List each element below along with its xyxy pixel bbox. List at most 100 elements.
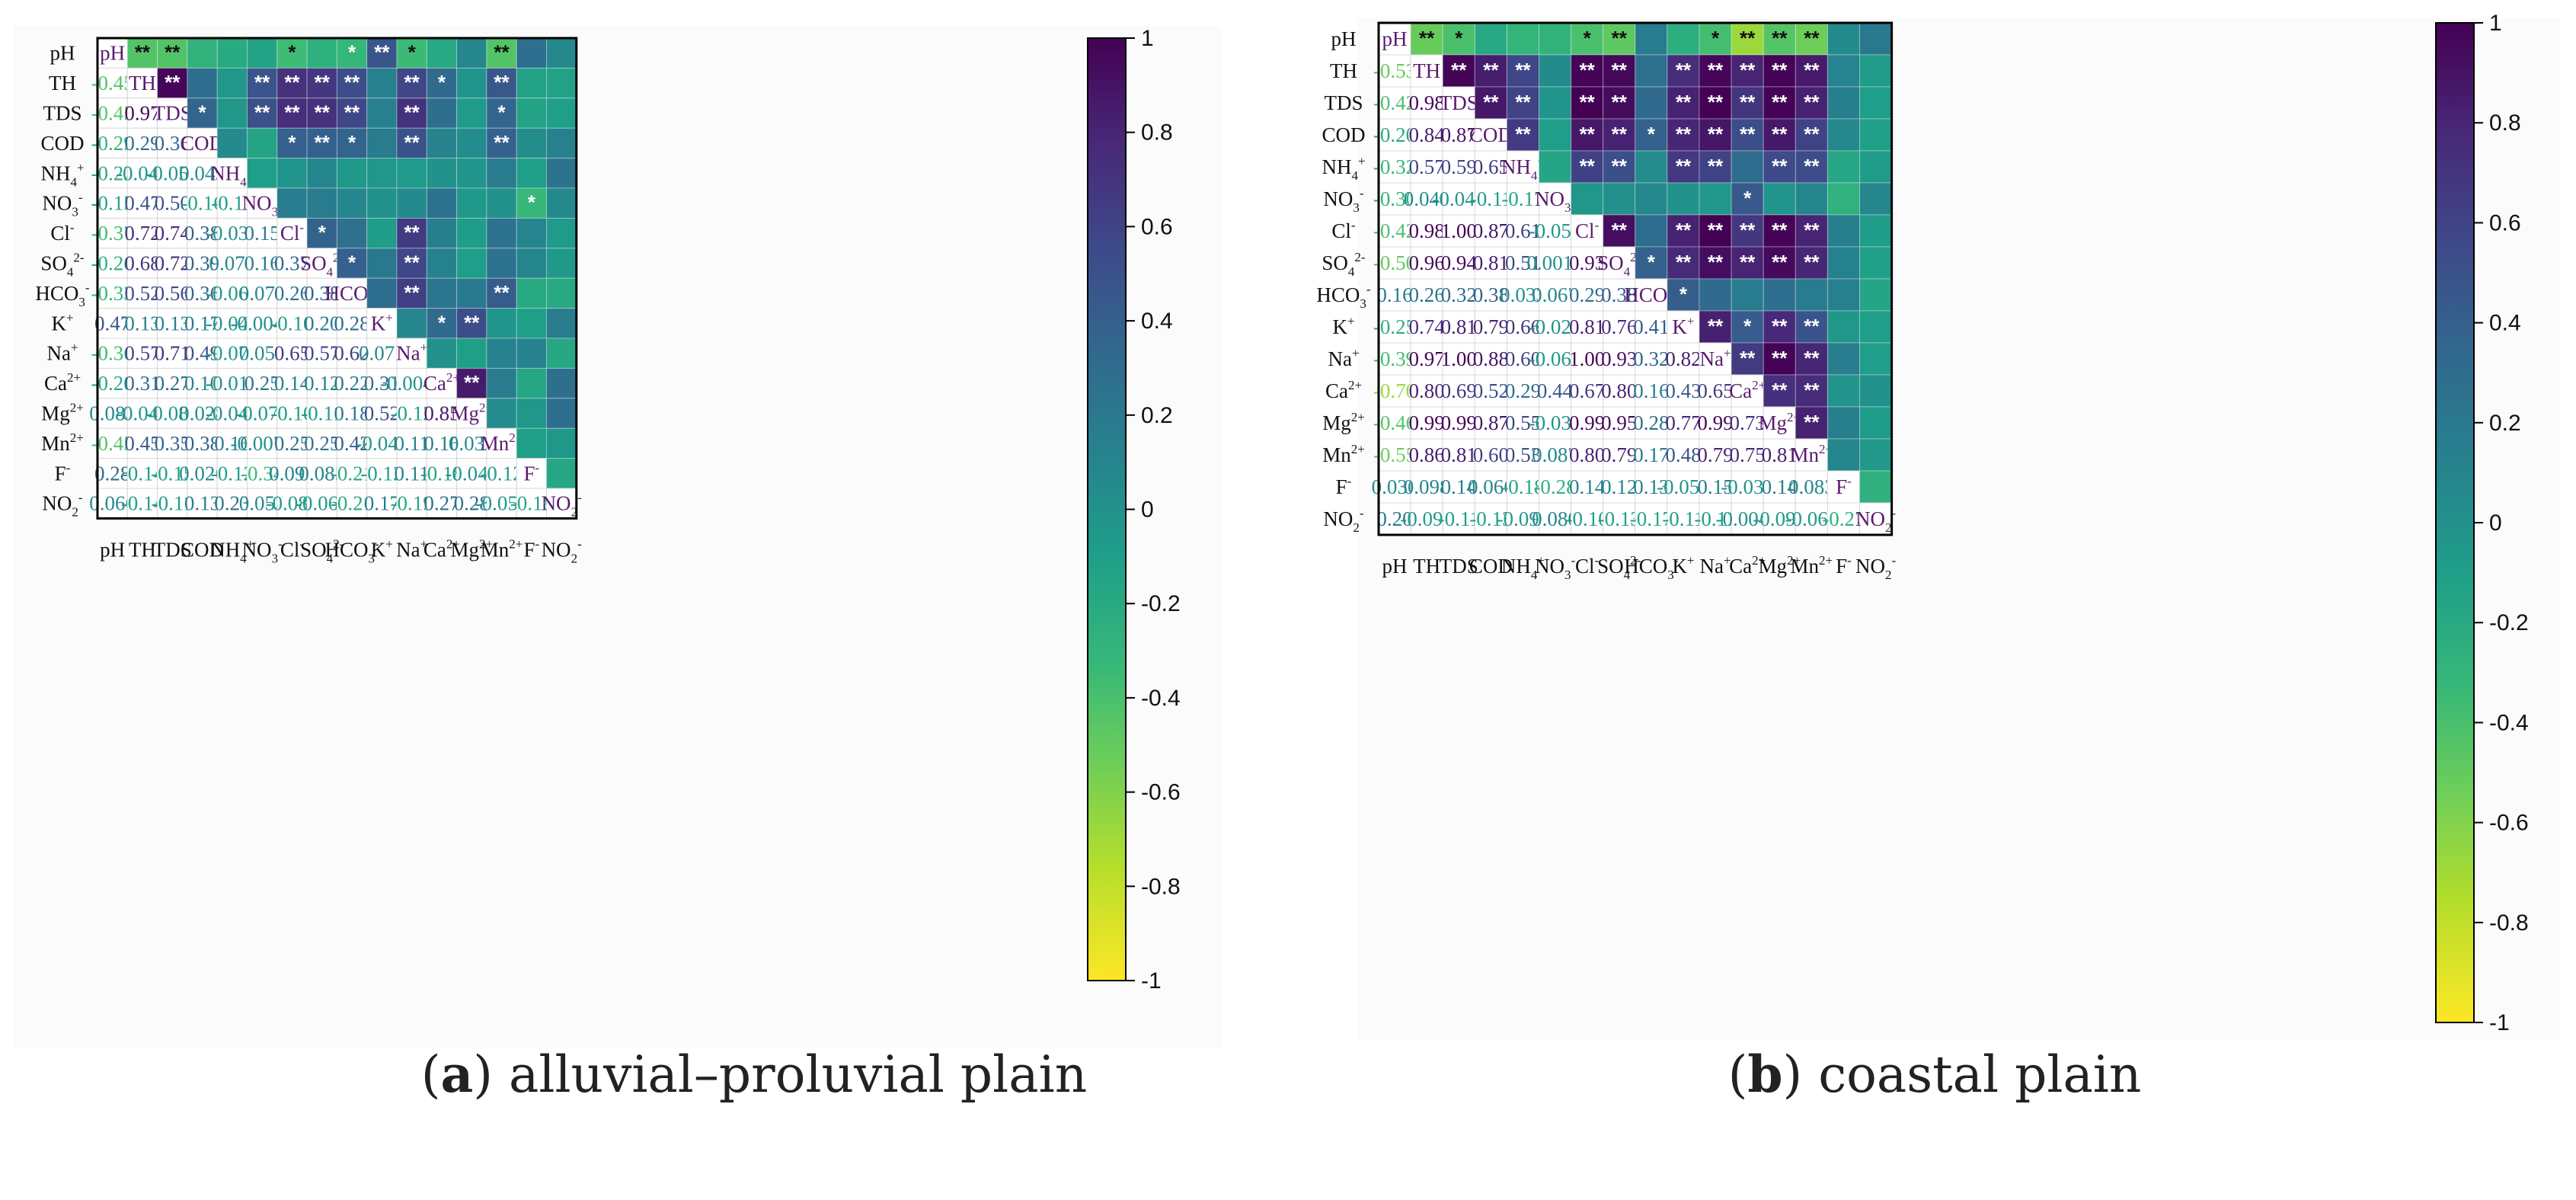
diagonal-label: NO2- — [1855, 506, 1897, 535]
row-label: SO42- — [40, 251, 85, 280]
correlation-value: -0.10 — [270, 312, 313, 334]
correlation-value: 0.20 — [304, 312, 340, 334]
heatmap-cell — [1667, 54, 1700, 88]
row-label: Mn2+ — [1322, 442, 1365, 466]
lower-cell — [276, 458, 308, 489]
heatmap-cell — [1506, 54, 1540, 88]
heatmap-cell — [516, 367, 548, 399]
correlation-value: 0.97 — [1409, 347, 1445, 370]
correlation-value: -0.11 — [1694, 507, 1736, 530]
row-label: Mg2+ — [41, 401, 84, 425]
heatmap-cell — [546, 158, 577, 189]
correlation-value: 0.76 — [1601, 315, 1637, 338]
correlation-value: -0.11 — [301, 402, 343, 425]
heatmap-cell — [1699, 278, 1732, 312]
correlation-value: -0.12 — [360, 462, 403, 485]
heatmap-cell — [1859, 470, 1893, 504]
lower-cell — [126, 98, 158, 129]
correlation-value: 0.72 — [155, 252, 190, 275]
column-label: NO2- — [542, 536, 583, 565]
significance-mark: ** — [1772, 219, 1788, 242]
row-label: F- — [55, 460, 71, 485]
lower-cell — [426, 488, 458, 519]
correlation-value: 0.18 — [334, 402, 369, 425]
correlation-value: 0.73 — [1730, 411, 1766, 434]
correlation-value: -0.13 — [1598, 507, 1641, 530]
lower-cell — [157, 187, 188, 219]
heatmap-cell — [1635, 22, 1668, 56]
significance-mark: ** — [1772, 123, 1788, 146]
lower-cell — [1506, 278, 1540, 312]
heatmap-cell — [546, 338, 577, 369]
heatmap-cell — [1410, 22, 1443, 56]
lower-cell — [126, 488, 158, 519]
significance-mark: ** — [284, 101, 300, 124]
heatmap-cell — [306, 217, 337, 249]
correlation-value: 0.87 — [1473, 411, 1509, 434]
heatmap-cell — [426, 158, 458, 189]
heatmap-cell — [426, 187, 458, 219]
heatmap-cell — [1827, 374, 1860, 408]
row-label: K+ — [51, 310, 73, 334]
correlation-value: 0.81 — [1762, 443, 1798, 466]
heatmap-cell — [516, 248, 548, 279]
significance-mark: * — [497, 101, 506, 124]
significance-mark: ** — [1451, 59, 1467, 82]
row-label: NH4+ — [1322, 154, 1365, 183]
correlation-value: -0.70 — [1373, 379, 1416, 402]
diagonal-label: TDS — [1440, 91, 1478, 114]
diagonal-label: Ca2+ — [1729, 378, 1766, 402]
heatmap-cell — [486, 98, 517, 129]
lower-cell — [1378, 502, 1411, 536]
significance-mark: ** — [404, 251, 420, 274]
row-label: NO3- — [1323, 186, 1364, 215]
significance-mark: ** — [1612, 59, 1628, 82]
lower-cell — [1378, 118, 1411, 152]
correlation-value: 0.14 — [1762, 475, 1798, 498]
lower-cell — [1378, 470, 1411, 504]
lower-cell — [276, 308, 308, 339]
heatmap-cell — [1763, 150, 1796, 184]
significance-mark: ** — [494, 41, 510, 64]
lower-cell — [1506, 214, 1540, 248]
lower-cell — [247, 367, 278, 399]
significance-mark: ** — [1676, 155, 1692, 178]
significance-mark: * — [198, 101, 206, 124]
significance-mark: ** — [1580, 91, 1596, 114]
lower-cell — [276, 338, 308, 369]
diagonal-cell — [1859, 502, 1893, 536]
heatmap-cell — [1539, 86, 1572, 120]
correlation-value: 0.37 — [274, 252, 310, 275]
correlation-value: 0.32 — [1441, 283, 1477, 306]
diagonal-label: Na+ — [396, 341, 427, 365]
colorbar-tick-label: 0 — [2489, 510, 2502, 536]
heatmap-cell — [306, 158, 337, 189]
heatmap-cell — [276, 127, 308, 159]
significance-mark: * — [528, 191, 536, 214]
correlation-value: 0.53 — [1505, 443, 1541, 466]
significance-mark: ** — [344, 71, 360, 94]
lower-cell — [366, 398, 398, 429]
lower-cell — [1506, 406, 1540, 440]
row-label: NO3- — [42, 190, 83, 219]
caption-a-tag: a — [441, 1045, 474, 1104]
significance-mark: ** — [1676, 59, 1692, 82]
row-label: COD — [40, 132, 84, 155]
heatmap-cell — [1635, 118, 1668, 152]
lower-cell — [1667, 342, 1700, 376]
heatmap-cell — [1859, 150, 1893, 184]
significance-mark: ** — [135, 41, 151, 64]
lower-cell — [126, 458, 158, 489]
heatmap-cell — [396, 308, 427, 339]
significance-mark: ** — [1612, 219, 1628, 242]
correlation-value: 0.15 — [244, 222, 280, 245]
lower-cell — [216, 367, 248, 399]
lower-cell — [247, 308, 278, 339]
lower-cell — [1410, 246, 1443, 280]
correlation-value: 0.96 — [1409, 251, 1445, 274]
correlation-value: 0.51 — [1505, 251, 1541, 274]
significance-mark: ** — [1708, 251, 1724, 274]
heatmap-cell — [187, 37, 218, 69]
lower-cell — [247, 248, 278, 279]
correlation-value: 0.32 — [1633, 347, 1669, 370]
